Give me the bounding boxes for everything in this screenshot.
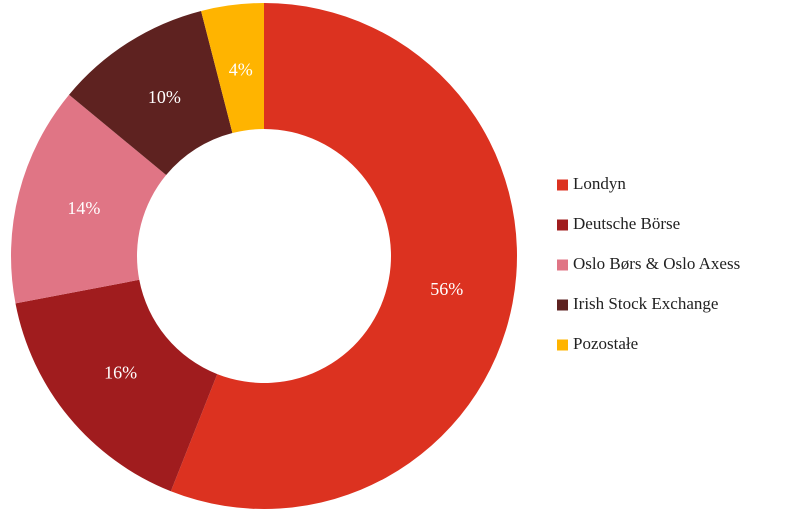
segment-label: 14% [67,198,100,218]
legend-label: Deutsche Börse [573,214,680,233]
donut-segment [11,94,167,304]
legend-swatch [557,339,568,351]
donut-segment [69,10,233,176]
segment-label: 10% [148,87,181,107]
donut-segment [201,3,264,133]
segment-label: 4% [229,60,253,80]
legend-swatch [557,259,568,271]
donut-segment [170,3,517,509]
legend-swatch [557,219,568,231]
legend-label: Irish Stock Exchange [573,294,718,313]
legend-label: Oslo Børs & Oslo Axess [573,254,740,273]
segment-label: 16% [104,363,137,383]
legend-swatch [557,179,568,191]
legend-label: Pozostałe [573,334,638,353]
legend-swatch [557,299,568,311]
donut-segment [15,279,218,492]
segment-label: 56% [430,279,463,299]
legend-label: Londyn [573,174,626,193]
